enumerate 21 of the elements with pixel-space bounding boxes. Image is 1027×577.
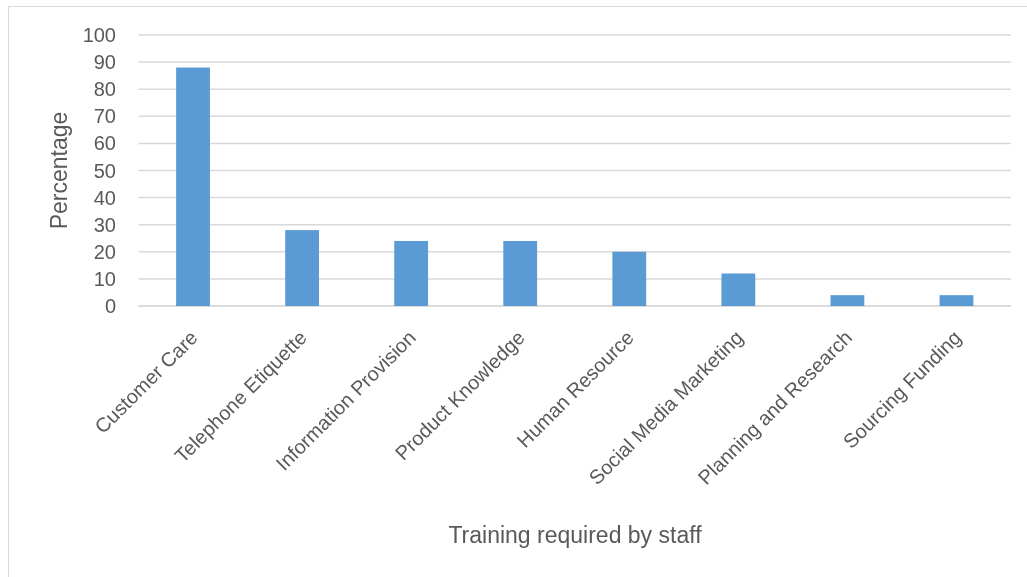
y-tick-label: 90 bbox=[93, 51, 116, 74]
bar bbox=[285, 230, 319, 306]
y-tick-label: 10 bbox=[93, 267, 116, 290]
y-tick-label: 50 bbox=[93, 159, 116, 182]
y-tick-label: 40 bbox=[93, 186, 116, 209]
y-tick-label: 60 bbox=[93, 132, 116, 155]
x-axis-title: Training required by staff bbox=[448, 522, 703, 548]
bar bbox=[503, 240, 538, 306]
y-tick-label: 30 bbox=[93, 213, 116, 236]
y-tick-label: 20 bbox=[93, 240, 116, 263]
bar bbox=[394, 240, 429, 306]
y-axis-title: Percentage bbox=[46, 111, 72, 230]
y-tick-label: 80 bbox=[93, 78, 116, 101]
y-tick-label: 0 bbox=[104, 295, 116, 317]
bar bbox=[612, 251, 647, 306]
bar bbox=[830, 295, 865, 306]
bar bbox=[176, 67, 210, 306]
bar bbox=[721, 273, 756, 306]
y-tick-label: 100 bbox=[82, 24, 116, 46]
bar bbox=[939, 295, 974, 306]
y-tick-label: 70 bbox=[93, 105, 116, 128]
